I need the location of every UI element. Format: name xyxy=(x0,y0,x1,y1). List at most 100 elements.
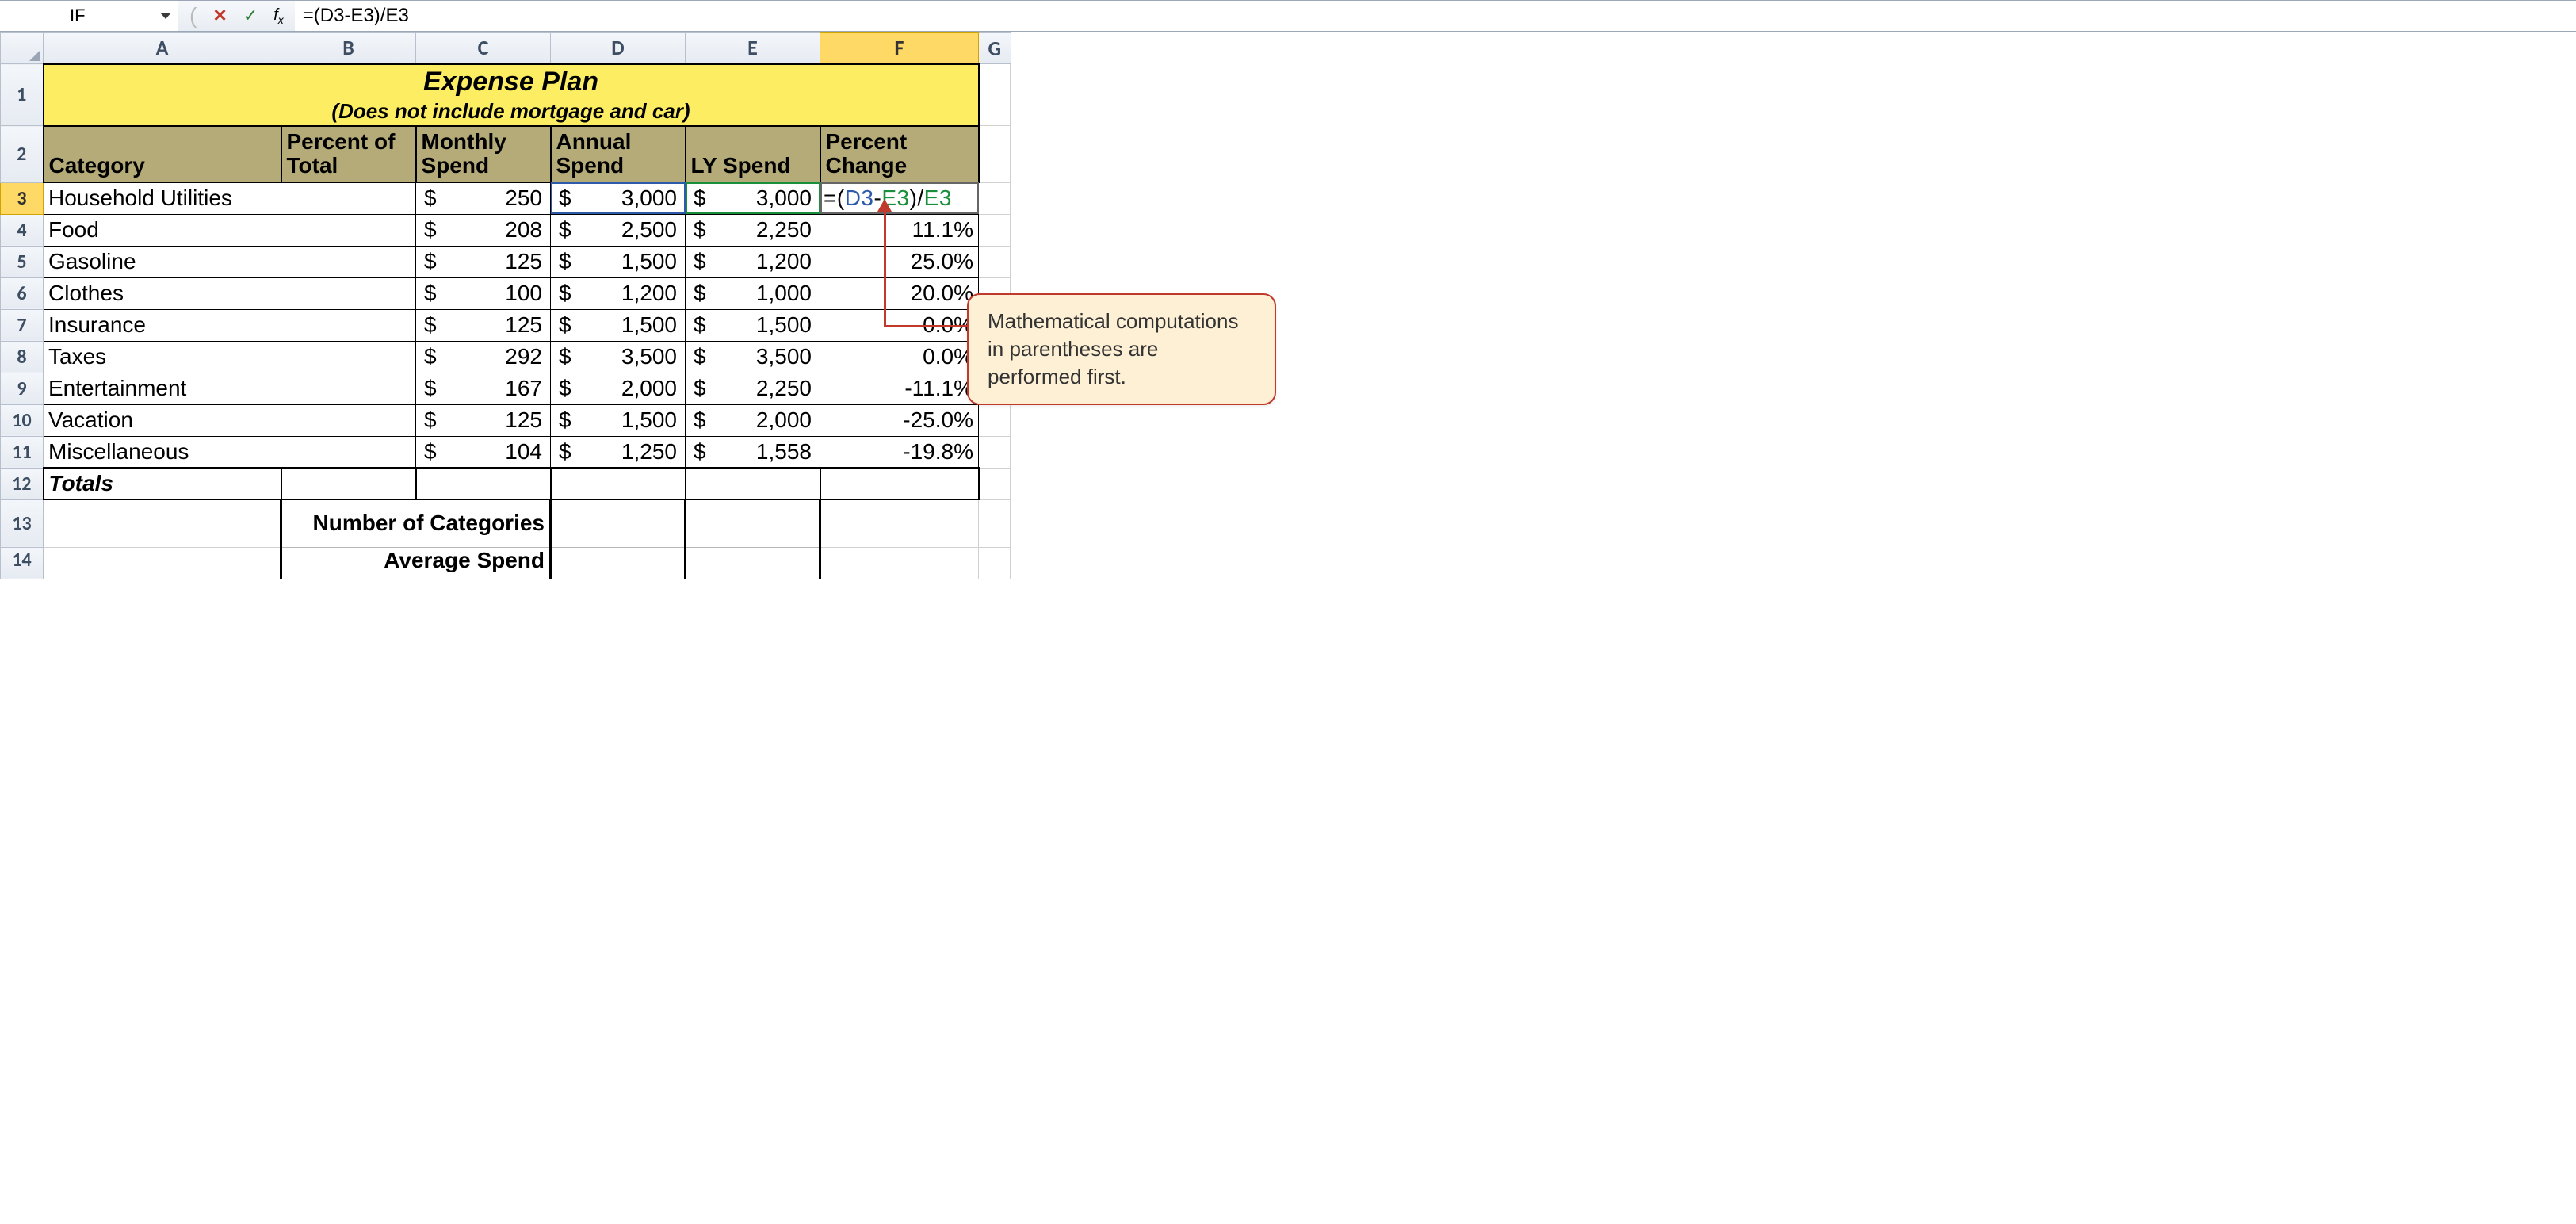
cell-pct-change[interactable]: -19.8% xyxy=(820,436,979,468)
cell-C12[interactable] xyxy=(416,468,551,499)
cell-monthly[interactable]: $250 xyxy=(416,182,551,214)
cell-category[interactable]: Household Utilities xyxy=(44,182,281,214)
formula-input[interactable] xyxy=(295,1,2576,31)
cell-F12[interactable] xyxy=(820,468,979,499)
cell-annual[interactable]: $1,500 xyxy=(551,309,686,341)
cell-pct-total[interactable] xyxy=(281,404,416,436)
cell-G12[interactable] xyxy=(979,468,1011,499)
row-header-7[interactable]: 7 xyxy=(1,309,44,341)
hdr-category[interactable]: Category xyxy=(44,126,281,183)
cell-F13[interactable] xyxy=(820,499,979,547)
hdr-monthly[interactable]: Monthly Spend xyxy=(416,126,551,183)
hdr-pct-change[interactable]: Percent Change xyxy=(820,126,979,183)
cell-G11[interactable] xyxy=(979,436,1011,468)
cell-annual[interactable]: $2,000 xyxy=(551,373,686,404)
cell-D14[interactable] xyxy=(551,547,686,579)
cell-annual[interactable]: $1,250 xyxy=(551,436,686,468)
cell-E14[interactable] xyxy=(686,547,820,579)
col-header-F[interactable]: F xyxy=(820,33,979,64)
cell-pct-total[interactable] xyxy=(281,309,416,341)
cell-monthly[interactable]: $125 xyxy=(416,246,551,277)
cell-category[interactable]: Gasoline xyxy=(44,246,281,277)
cell-ly[interactable]: $2,250 xyxy=(686,214,820,246)
cell-ly[interactable]: $2,250 xyxy=(686,373,820,404)
row-header-13[interactable]: 13 xyxy=(1,499,44,547)
cell-category[interactable]: Miscellaneous xyxy=(44,436,281,468)
cell-pct-change[interactable]: 11.1% xyxy=(820,214,979,246)
cell-category[interactable]: Insurance xyxy=(44,309,281,341)
cell-monthly[interactable]: $292 xyxy=(416,341,551,373)
cell-ly[interactable]: $1,000 xyxy=(686,277,820,309)
col-header-A[interactable]: A xyxy=(44,33,281,64)
cell-monthly[interactable]: $100 xyxy=(416,277,551,309)
cell-G1[interactable] xyxy=(979,64,1011,126)
cell-pct-total[interactable] xyxy=(281,214,416,246)
cell-category[interactable]: Taxes xyxy=(44,341,281,373)
cell-pct-total[interactable] xyxy=(281,373,416,404)
cell-monthly[interactable]: $125 xyxy=(416,404,551,436)
cell-pct-total[interactable] xyxy=(281,436,416,468)
fx-icon[interactable]: fx xyxy=(273,6,284,26)
cell-pct-change[interactable]: -11.1% xyxy=(820,373,979,404)
cell-G5[interactable] xyxy=(979,246,1011,277)
row-header-12[interactable]: 12 xyxy=(1,468,44,499)
cell-category[interactable]: Food xyxy=(44,214,281,246)
fx-expand-icon[interactable]: ( xyxy=(189,3,197,29)
avg-spend-label[interactable]: Average Spend xyxy=(281,547,551,579)
select-all-corner[interactable] xyxy=(1,33,44,64)
cell-annual[interactable]: $2,500 xyxy=(551,214,686,246)
cell-pct-change[interactable]: -25.0% xyxy=(820,404,979,436)
cell-pct-total[interactable] xyxy=(281,277,416,309)
row-header-10[interactable]: 10 xyxy=(1,404,44,436)
row-header-1[interactable]: 1 xyxy=(1,64,44,126)
cell-pct-change[interactable]: 25.0% xyxy=(820,246,979,277)
cell-F14[interactable] xyxy=(820,547,979,579)
cell-G10[interactable] xyxy=(979,404,1011,436)
cell-B12[interactable] xyxy=(281,468,416,499)
cell-G3[interactable] xyxy=(979,182,1011,214)
col-header-G[interactable]: G xyxy=(979,33,1011,64)
cell-monthly[interactable]: $104 xyxy=(416,436,551,468)
cell-E13[interactable] xyxy=(686,499,820,547)
name-box[interactable]: IF xyxy=(0,1,178,31)
row-header-6[interactable]: 6 xyxy=(1,277,44,309)
cell-ly[interactable]: $1,500 xyxy=(686,309,820,341)
cell-pct-change[interactable]: 20.0% xyxy=(820,277,979,309)
num-categories-label[interactable]: Number of Categories xyxy=(281,499,551,547)
row-header-2[interactable]: 2 xyxy=(1,126,44,183)
cell-ly[interactable]: $3,000 xyxy=(686,182,820,214)
cell-G4[interactable] xyxy=(979,214,1011,246)
accept-formula-icon[interactable]: ✓ xyxy=(243,6,258,26)
row-header-14[interactable]: 14 xyxy=(1,547,44,579)
cell-ly[interactable]: $1,200 xyxy=(686,246,820,277)
row-header-11[interactable]: 11 xyxy=(1,436,44,468)
cell-A13[interactable] xyxy=(44,499,281,547)
cell-G13[interactable] xyxy=(979,499,1011,547)
cell-monthly[interactable]: $125 xyxy=(416,309,551,341)
col-header-C[interactable]: C xyxy=(416,33,551,64)
cell-D13[interactable] xyxy=(551,499,686,547)
row-header-8[interactable]: 8 xyxy=(1,341,44,373)
name-box-dropdown-icon[interactable] xyxy=(160,13,171,19)
row-header-4[interactable]: 4 xyxy=(1,214,44,246)
cell-category[interactable]: Entertainment xyxy=(44,373,281,404)
totals-label[interactable]: Totals xyxy=(44,468,281,499)
title-cell[interactable]: Expense Plan (Does not include mortgage … xyxy=(44,64,979,126)
col-header-E[interactable]: E xyxy=(686,33,820,64)
row-header-3[interactable]: 3 xyxy=(1,182,44,214)
cell-pct-total[interactable] xyxy=(281,182,416,214)
cell-monthly[interactable]: $167 xyxy=(416,373,551,404)
cell-ly[interactable]: $2,000 xyxy=(686,404,820,436)
row-header-5[interactable]: 5 xyxy=(1,246,44,277)
cell-A14[interactable] xyxy=(44,547,281,579)
cell-pct-total[interactable] xyxy=(281,341,416,373)
cell-ly[interactable]: $1,558 xyxy=(686,436,820,468)
cell-D12[interactable] xyxy=(551,468,686,499)
cell-pct-change[interactable]: =(D3-E3)/E3 xyxy=(820,182,979,214)
hdr-percent-total[interactable]: Percent of Total xyxy=(281,126,416,183)
cell-G2[interactable] xyxy=(979,126,1011,183)
cell-category[interactable]: Clothes xyxy=(44,277,281,309)
cell-annual[interactable]: $1,200 xyxy=(551,277,686,309)
cell-category[interactable]: Vacation xyxy=(44,404,281,436)
cell-monthly[interactable]: $208 xyxy=(416,214,551,246)
